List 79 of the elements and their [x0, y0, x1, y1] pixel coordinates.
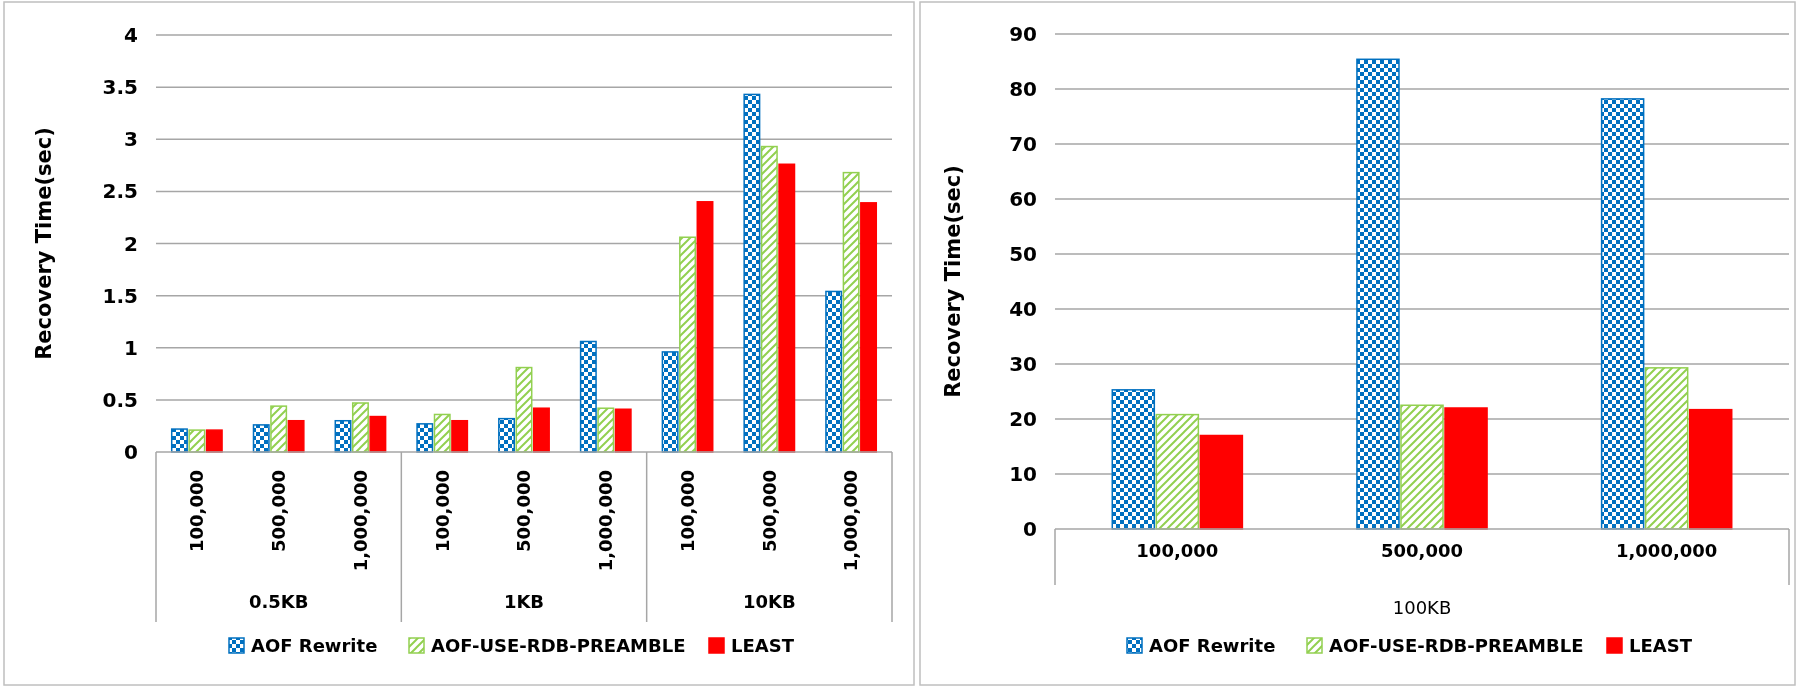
bar [451, 419, 469, 453]
y-tick-label: 70 [1009, 132, 1037, 156]
y-tick-label: 2 [124, 231, 138, 256]
bar [170, 428, 188, 453]
x-tick-label: 1,000,000 [1615, 540, 1718, 561]
x-tick-label: 100,000 [1136, 540, 1219, 561]
bar [825, 290, 843, 453]
bar [205, 429, 223, 453]
x-tick-label: 500,000 [513, 470, 535, 552]
x-tick-label: 500,000 [758, 470, 780, 552]
y-tick-label: 40 [1009, 297, 1037, 321]
bar [579, 340, 597, 453]
bar [661, 351, 679, 453]
bar [743, 93, 761, 453]
bar [679, 236, 697, 453]
legend-label: LEAST [731, 635, 795, 657]
bar [597, 407, 615, 453]
bar [498, 417, 516, 453]
bar [1111, 389, 1156, 530]
y-tick-label: 80 [1009, 77, 1037, 101]
x-tick-label: 1,000,000 [840, 470, 862, 572]
x-tick-label: 500,000 [1381, 540, 1463, 561]
y-tick-label: 2.5 [102, 179, 138, 204]
bar [1444, 407, 1488, 530]
legend-label: AOF-USE-RDB-PREAMBLE [1329, 635, 1584, 657]
bar [1155, 413, 1200, 530]
y-tick-label: 0 [124, 440, 138, 464]
legend-label: AOF-USE-RDB-PREAMBLE [431, 635, 686, 657]
bar [860, 202, 878, 453]
bar [416, 423, 434, 453]
bar [188, 429, 206, 453]
y-axis-title: Recovery Time(sec) [941, 165, 965, 398]
text: 10KB [742, 591, 796, 612]
y-axis-title: Recovery Time(sec) [32, 127, 56, 360]
x-tick-label: 100,000 [431, 470, 453, 552]
bar [760, 145, 778, 453]
x-tick-label: 100,000 [186, 470, 208, 552]
bar [334, 419, 352, 453]
x-tick-label: 100,000 [676, 470, 698, 552]
bar [1400, 404, 1444, 530]
y-tick-label: 1 [124, 335, 138, 360]
x-axis-title: 100KB [1392, 597, 1452, 618]
y-tick-label: 10 [1009, 462, 1037, 486]
y-tick-label: 0.5 [102, 387, 138, 412]
y-tick-label: 4 [124, 23, 138, 47]
bar [696, 201, 714, 453]
legend-label: LEAST [1629, 635, 1693, 657]
bar [270, 405, 288, 453]
bar [1199, 434, 1244, 530]
bar [532, 407, 550, 453]
y-tick-label: 1.5 [102, 283, 138, 308]
y-tick-label: 20 [1009, 407, 1037, 431]
text: 0.5KB [248, 591, 309, 612]
bar [433, 413, 451, 453]
bar [778, 163, 796, 453]
bar [1688, 408, 1733, 530]
bar [614, 408, 632, 453]
bar [515, 366, 533, 453]
legend-label: AOF Rewrite [1149, 635, 1276, 657]
y-tick-label: 3.5 [102, 75, 138, 100]
bar [369, 415, 387, 453]
bar [842, 171, 860, 453]
text: 1KB [503, 591, 545, 612]
x-tick-label: 1,000,000 [595, 470, 617, 572]
x-tick-label: 1,000,000 [349, 470, 371, 572]
bar [1356, 58, 1400, 530]
bar [1644, 367, 1689, 530]
bar [252, 424, 270, 453]
y-tick-label: 30 [1009, 352, 1037, 376]
bar [351, 402, 369, 453]
y-tick-label: 50 [1009, 242, 1037, 266]
y-tick-label: 0 [1023, 517, 1037, 541]
x-tick-label: 500,000 [267, 470, 289, 552]
bar [1600, 98, 1645, 530]
y-tick-label: 60 [1009, 187, 1037, 211]
bar [287, 419, 305, 453]
y-tick-label: 3 [124, 127, 138, 152]
legend-label: AOF Rewrite [251, 635, 378, 657]
y-tick-label: 90 [1009, 22, 1037, 46]
